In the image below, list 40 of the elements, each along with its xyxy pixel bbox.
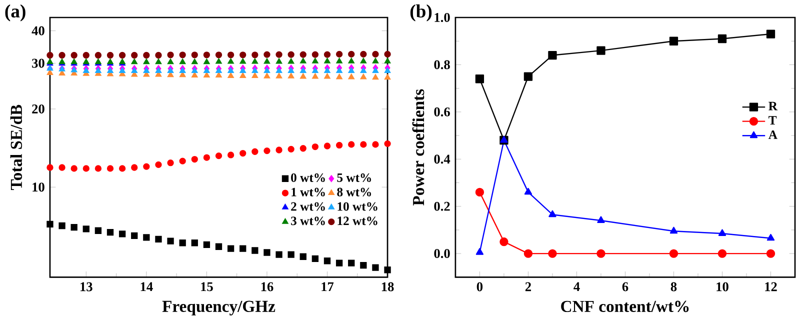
x-tick-label: 16 bbox=[261, 282, 274, 292]
legend-label: 5 wt% bbox=[337, 173, 371, 182]
legend-label: A bbox=[768, 130, 778, 139]
legend-label: 3 wt% bbox=[291, 216, 325, 226]
x-tick-label: 13 bbox=[80, 282, 92, 292]
x-tick-label: 8 bbox=[670, 282, 677, 292]
x-axis-title: CNF content/wt% bbox=[561, 300, 689, 312]
x-axis-title: Frequency/GHz bbox=[162, 300, 276, 316]
x-tick-label: 15 bbox=[201, 282, 213, 292]
legend-label: T bbox=[768, 116, 777, 124]
y-tick-label: 1.0 bbox=[434, 12, 450, 22]
legend-label: 1 wt% bbox=[292, 188, 325, 196]
y-tick-label: 0.4 bbox=[434, 154, 450, 164]
y-axis-title: Total SE/dB bbox=[10, 104, 22, 190]
x-tick-label: 18 bbox=[382, 282, 394, 292]
y-tick-label: 20 bbox=[32, 104, 44, 114]
x-tick-label: 6 bbox=[622, 282, 628, 292]
y-tick-label: 10 bbox=[32, 182, 44, 192]
y-tick-label: 0.2 bbox=[434, 202, 450, 211]
x-tick-label: 17 bbox=[322, 282, 334, 292]
x-tick-label: 0 bbox=[476, 282, 483, 292]
legend-label: 12 wt% bbox=[338, 216, 378, 226]
legend-label: 0 wt% bbox=[291, 173, 325, 182]
y-axis-title: Power coeffients bbox=[412, 89, 424, 206]
x-tick-label: 4 bbox=[574, 282, 580, 291]
y-tick-label: 0.6 bbox=[434, 107, 450, 116]
x-tick-label: 2 bbox=[525, 282, 531, 292]
text: (b) bbox=[410, 4, 432, 22]
y-tick-label: 0.0 bbox=[434, 248, 450, 258]
legend-label: R bbox=[768, 102, 778, 110]
x-tick-label: 12 bbox=[765, 282, 777, 292]
text: (a) bbox=[5, 4, 26, 22]
y-tick-label: 30 bbox=[32, 58, 44, 68]
y-tick-label: 0.8 bbox=[434, 60, 450, 70]
x-tick-label: 10 bbox=[716, 282, 728, 292]
legend-label: 8 wt% bbox=[337, 188, 371, 196]
x-tick-label: 14 bbox=[140, 282, 153, 292]
y-tick-label: 40 bbox=[32, 26, 44, 36]
legend-label: 2 wt% bbox=[291, 202, 325, 211]
legend-label: 10 wt% bbox=[338, 202, 378, 211]
